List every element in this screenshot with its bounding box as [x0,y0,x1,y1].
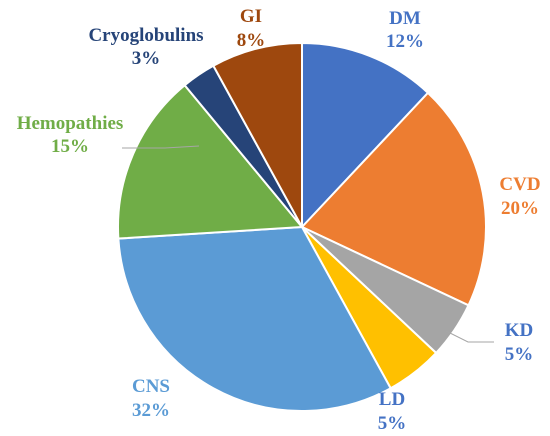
label-value-cryoglobulins: 3% [132,48,161,69]
label-name-cns: CNS [132,376,170,397]
pie-slice-cns [117,225,392,412]
label-name-hemopathies: Hemopathies [17,113,124,134]
pie-slice-hemopathies [116,83,305,240]
label-name-cryoglobulins: Cryoglobulins [88,25,203,46]
pie-slice-gi [212,41,303,228]
label-name-dm: DM [389,8,421,29]
leader-line-kd [445,330,494,343]
label-name-cvd: CVD [499,174,540,195]
label-value-gi: 8% [237,30,266,51]
label-value-dm: 12% [386,31,424,52]
pie-slices [116,41,487,412]
leader-lines [122,145,494,343]
label-value-hemopathies: 15% [51,136,89,157]
label-value-cvd: 20% [501,198,539,219]
label-value-kd: 5% [505,344,534,365]
label-value-ld: 5% [378,413,407,434]
pie-slice-dm [301,41,430,230]
label-value-cns: 32% [132,400,170,421]
label-name-ld: LD [379,389,405,410]
label-name-gi: GI [240,6,262,27]
label-name-kd: KD [505,320,534,341]
pie-slice-cvd [300,91,487,307]
leader-line-hemopathies [122,145,200,149]
